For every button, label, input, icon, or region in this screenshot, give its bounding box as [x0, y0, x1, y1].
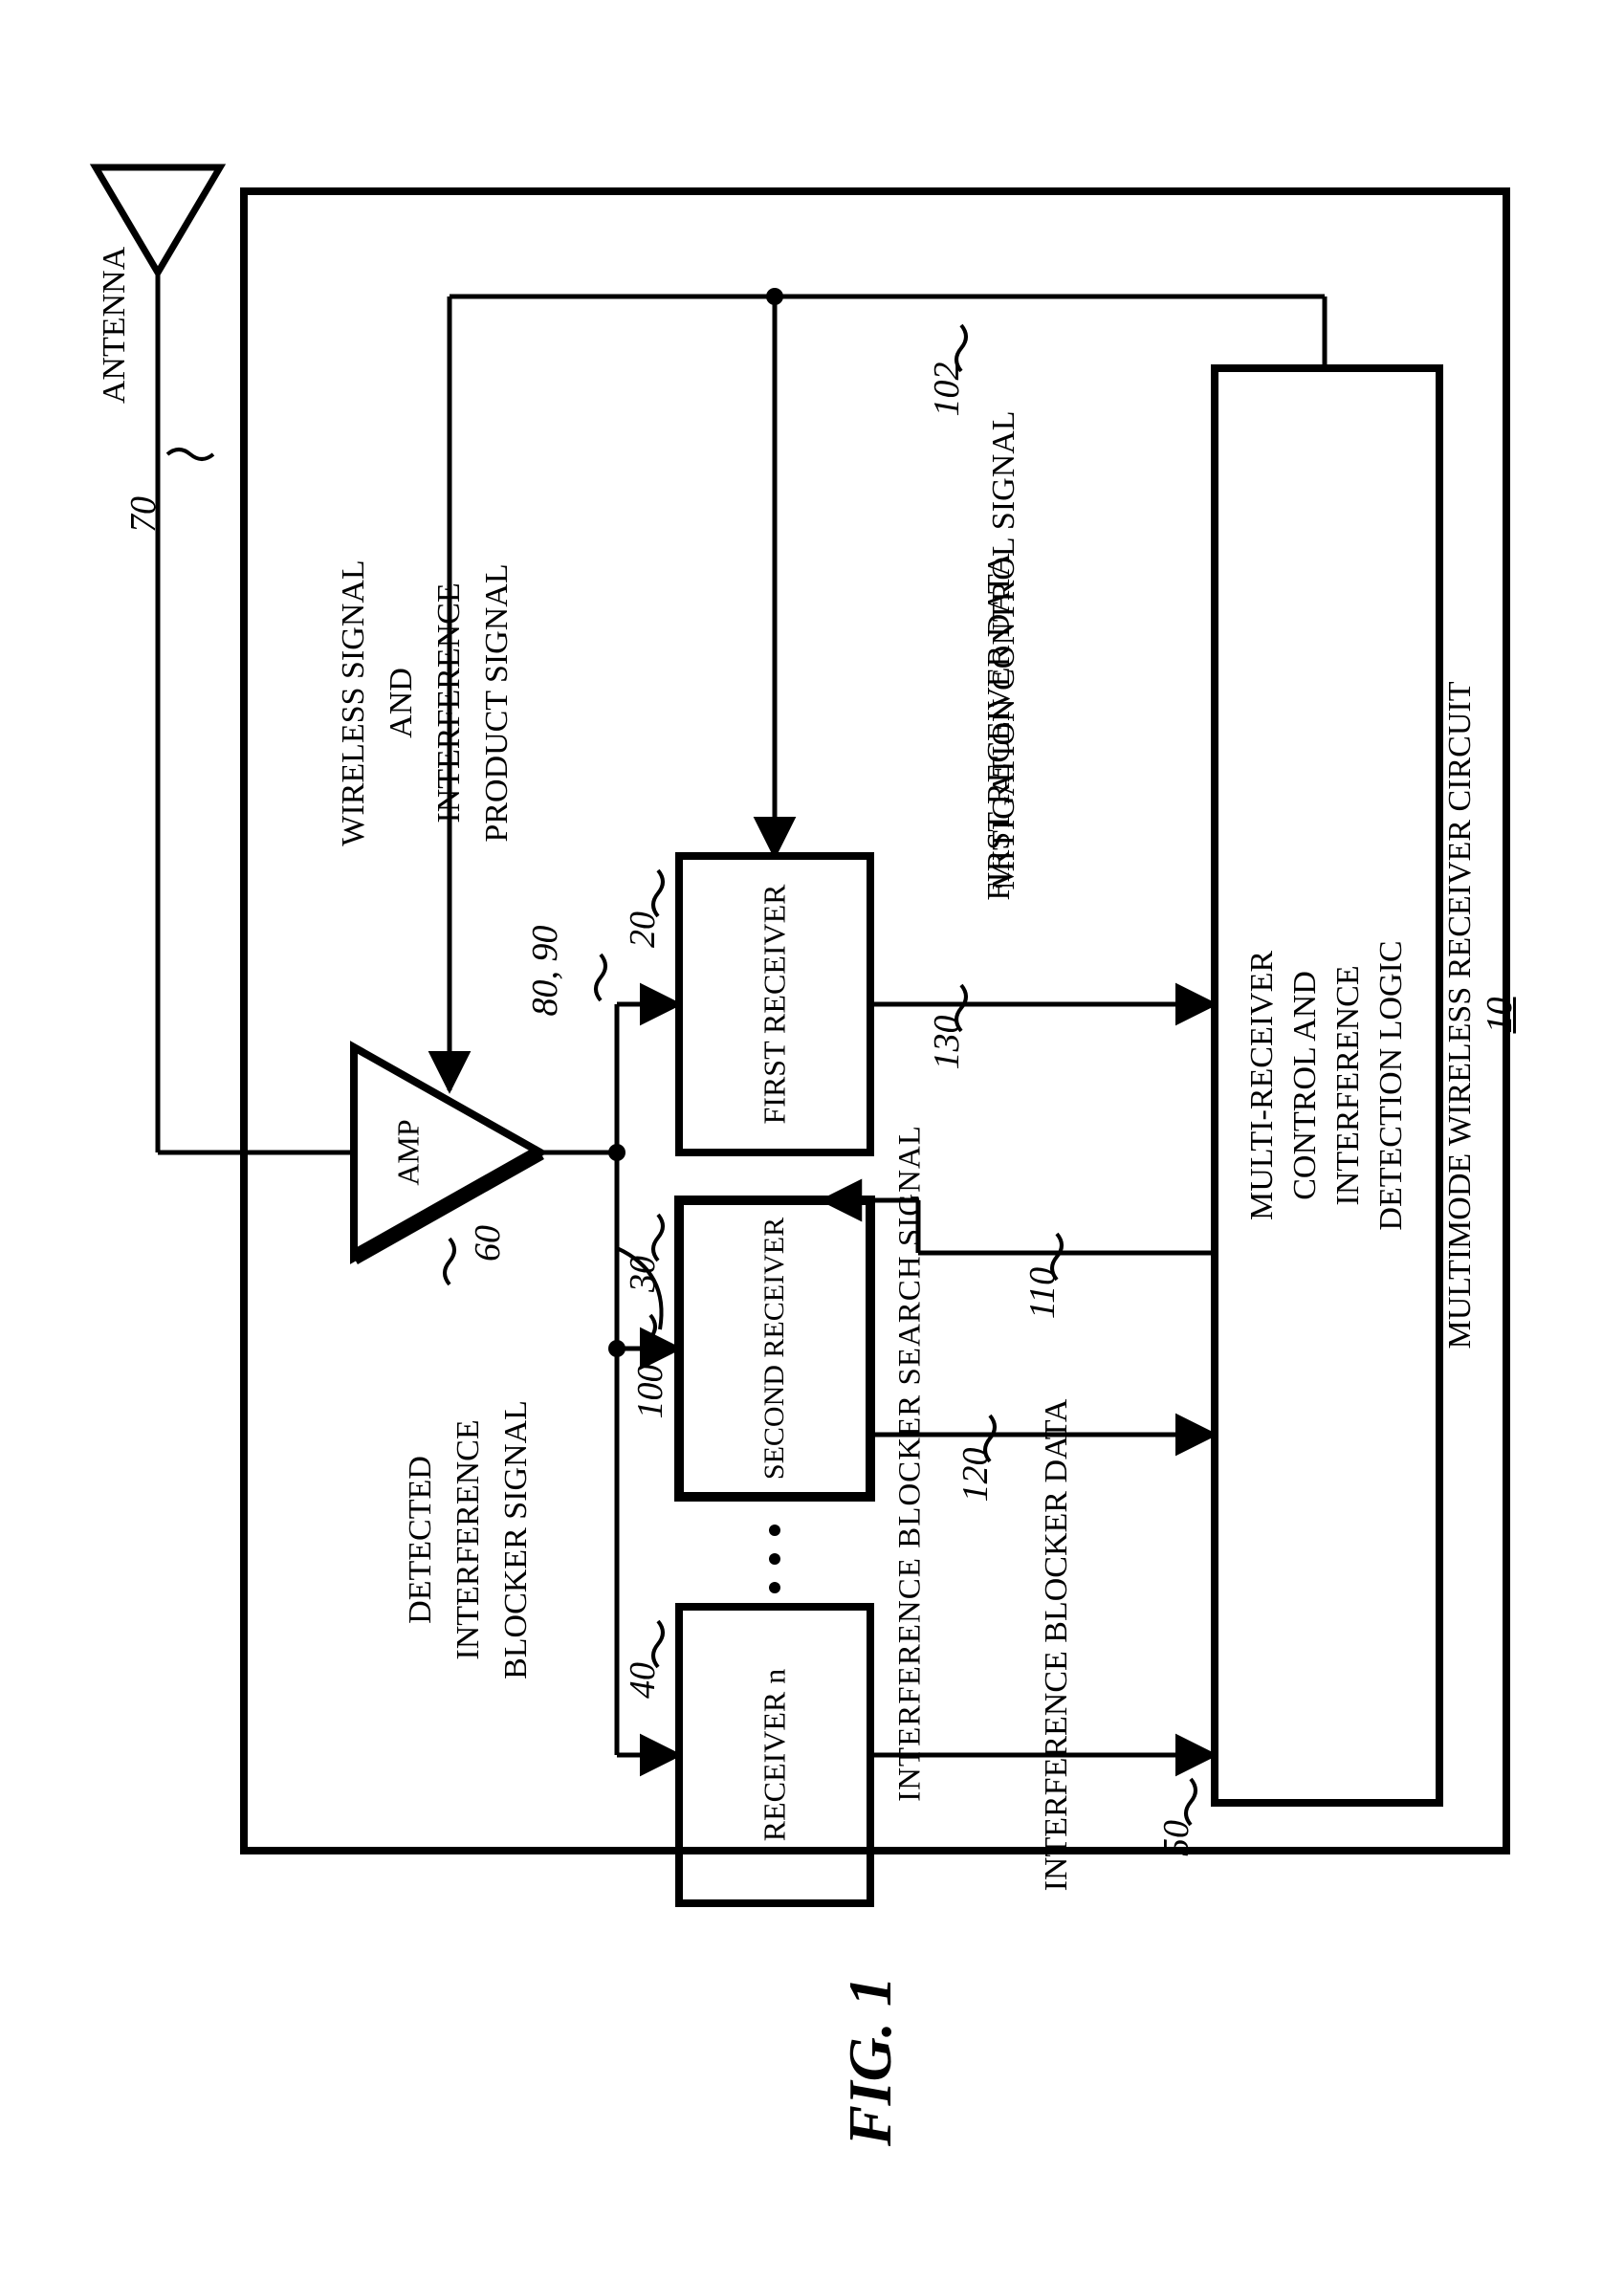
ref30-tilde	[653, 1215, 663, 1261]
antenna-label: ANTENNA	[97, 247, 133, 404]
antenna-ref: 70	[122, 496, 165, 533]
detected-line3: BLOCKER SIGNAL	[498, 1400, 535, 1679]
outer-box-title: MULTIMODE WIRELESS RECEIVER CIRCUIT 10	[1406, 682, 1521, 1366]
search-ref: 110	[1021, 1267, 1064, 1319]
logic-line2: CONTROL AND	[1287, 971, 1324, 1200]
logic-line4: DETECTION LOGIC	[1373, 940, 1410, 1230]
logic-ref: 50	[1155, 1820, 1197, 1856]
amp-ref: 60	[467, 1225, 509, 1262]
figure-title: FIG. 1	[835, 1976, 906, 2146]
outer-title-ref: 10	[1480, 998, 1520, 1034]
bus-node-mid	[608, 1144, 625, 1161]
rxn-ref: 40	[622, 1662, 664, 1699]
antenna-ref-tilde	[167, 450, 213, 459]
first-data-ref: 130	[926, 1016, 968, 1070]
search-signal-line	[823, 1200, 1215, 1253]
blocker-data-label: INTERFERENCE BLOCKER DATA	[1039, 1399, 1075, 1892]
rxn-label: RECEIVER n	[757, 1669, 793, 1841]
wireless-line4: PRODUCT SIGNAL	[479, 563, 516, 842]
wireless-line1: WIRELESS SIGNAL	[336, 560, 372, 845]
ref20-tilde	[653, 870, 663, 916]
second-rx-label: SECOND RECEIVER	[758, 1218, 791, 1480]
detected-line2: INTERFERENCE	[450, 1419, 487, 1659]
antenna-symbol	[96, 167, 354, 1152]
first-rx-ref: 20	[622, 911, 664, 948]
first-rx-label: FIRST RECEIVER	[757, 885, 793, 1125]
ref40-tilde	[653, 1621, 663, 1667]
mitigation-line	[450, 288, 1325, 1090]
first-data-label: FIRST RECEIVER DATA	[981, 553, 1018, 900]
detected-ref: 100	[629, 1365, 671, 1419]
mitigation-ref: 102	[926, 362, 968, 417]
ellipsis-dots	[769, 1525, 780, 1593]
amp-ref-tilde	[445, 1239, 454, 1284]
wireless-ref: 80, 90	[524, 926, 566, 1017]
blocker-data-ref: 120	[955, 1448, 997, 1503]
second-rx-ref: 30	[622, 1256, 664, 1292]
outer-title-text: MULTIMODE WIRELESS RECEIVER CIRCUIT	[1442, 682, 1478, 1349]
detected-line1: DETECTED	[403, 1456, 439, 1624]
logic-line3: INTERFERENCE	[1330, 965, 1367, 1205]
wireless-line2: AND	[384, 668, 420, 738]
ref100-tilde	[646, 1315, 655, 1361]
wireless-line3: INTERFERENCE	[431, 582, 468, 823]
sig8090-tilde	[596, 954, 605, 1000]
search-label: INTERFERENCE BLOCKER SEARCH SIGNAL	[893, 1125, 929, 1802]
logic-line1: MULTI-RECEIVER	[1244, 951, 1281, 1220]
amp-label: AMP	[391, 1119, 427, 1185]
ref50-tilde	[1186, 1779, 1196, 1825]
